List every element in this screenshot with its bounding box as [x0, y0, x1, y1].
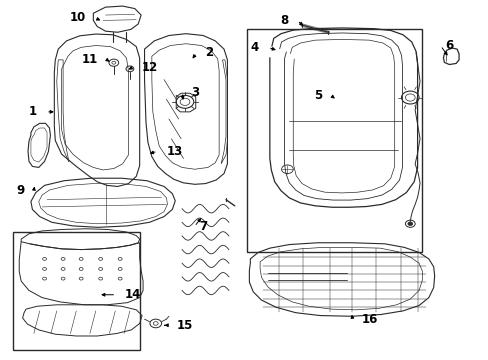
Text: 12: 12 — [142, 60, 158, 73]
Text: 10: 10 — [70, 12, 86, 24]
Text: 9: 9 — [17, 184, 25, 197]
Text: 6: 6 — [444, 39, 452, 52]
Text: 2: 2 — [205, 46, 213, 59]
Text: 3: 3 — [190, 86, 199, 99]
Circle shape — [407, 222, 412, 226]
Text: 15: 15 — [176, 319, 192, 332]
Text: 7: 7 — [199, 220, 207, 233]
Text: 14: 14 — [125, 288, 141, 301]
Text: 16: 16 — [361, 313, 377, 327]
Text: 5: 5 — [314, 89, 322, 102]
Text: 1: 1 — [29, 105, 37, 118]
Text: 4: 4 — [250, 41, 259, 54]
Bar — [246, 30, 422, 252]
Bar — [13, 232, 140, 350]
Text: 8: 8 — [280, 14, 288, 27]
Text: 11: 11 — [82, 53, 98, 66]
Text: 13: 13 — [166, 145, 183, 158]
